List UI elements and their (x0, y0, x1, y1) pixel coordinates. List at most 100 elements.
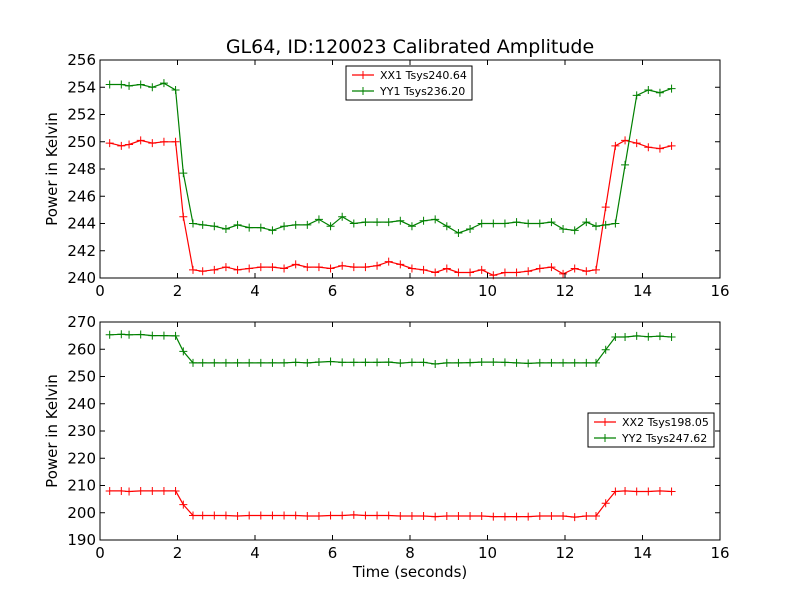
data-point (644, 85, 653, 94)
data-point (148, 139, 157, 148)
data-point (268, 263, 277, 272)
legend-box (587, 412, 715, 448)
data-point (466, 358, 475, 367)
data-point (233, 220, 242, 229)
data-point (500, 512, 509, 521)
data-point (314, 358, 323, 367)
data-point (407, 358, 416, 367)
data-point (221, 263, 230, 272)
data-point (431, 359, 440, 368)
data-point (105, 486, 114, 495)
data-point (655, 144, 664, 153)
y-tick-label: 250 (67, 368, 96, 386)
data-point (198, 220, 207, 229)
data-point (512, 512, 521, 521)
y-tick-label: 230 (67, 422, 96, 440)
data-point (601, 220, 610, 229)
data-point (559, 358, 568, 367)
y-tick-label: 254 (67, 78, 96, 96)
data-point (407, 512, 416, 521)
y-tick-label: 244 (67, 215, 96, 233)
data-point (582, 218, 591, 227)
data-point (221, 511, 230, 520)
data-point (466, 224, 475, 233)
data-point (349, 358, 358, 367)
y-tick-label: 260 (67, 340, 96, 358)
data-point (198, 511, 207, 520)
x-tick-label: 4 (250, 282, 260, 300)
data-point (477, 265, 486, 274)
subplot-1: 0 2 4 6 8 10 12 14 16240242244246248250252254256… (43, 51, 730, 300)
data-point (667, 141, 676, 150)
legend: XX2 Tsys198.05 YY2 Tsys247.62 (587, 412, 715, 448)
data-point (171, 331, 180, 340)
data-point (559, 512, 568, 521)
data-point (361, 358, 370, 367)
data-point (396, 512, 405, 521)
data-point (159, 79, 168, 88)
legend-label: XX1 Tsys240.64 (380, 69, 467, 82)
data-point (489, 358, 498, 367)
plots: 0 2 4 6 8 10 12 14 16240242244246248250252254256… (43, 51, 730, 581)
y-tick-label: 246 (67, 187, 96, 205)
data-point (524, 359, 533, 368)
data-point (256, 358, 265, 367)
data-point (442, 358, 451, 367)
data-point (171, 137, 180, 146)
data-point (303, 358, 312, 367)
data-point (221, 358, 230, 367)
data-point (547, 512, 556, 521)
data-point (667, 84, 676, 93)
data-point (245, 223, 254, 232)
data-point (136, 136, 145, 145)
legend-marker (601, 418, 609, 426)
data-point (189, 511, 197, 520)
series-2 (105, 330, 676, 368)
y-tick-label: 210 (67, 477, 96, 495)
data-point (256, 511, 265, 520)
data-point (396, 216, 405, 225)
chart-title: GL64, ID:120023 Calibrated Amplitude (226, 36, 594, 58)
data-point (117, 330, 126, 339)
data-point (268, 226, 277, 235)
data-point (477, 512, 486, 521)
series-2 (105, 79, 676, 238)
x-tick-label: 8 (405, 544, 415, 562)
data-point (570, 226, 579, 235)
data-point (632, 487, 641, 496)
data-point (291, 358, 300, 367)
data-point (105, 80, 114, 89)
data-point (535, 219, 544, 228)
data-point (611, 332, 620, 341)
legend-label: YY1 Tsys236.20 (379, 85, 465, 98)
data-point (233, 358, 242, 367)
data-point (210, 358, 219, 367)
data-point (431, 268, 440, 277)
x-tick-label: 0 (95, 544, 105, 562)
x-tick-label: 12 (555, 544, 574, 562)
data-point (210, 511, 219, 520)
data-point (466, 512, 475, 521)
data-point (373, 511, 382, 520)
x-tick-label: 4 (250, 544, 260, 562)
data-point (655, 88, 664, 97)
x-tick-label: 12 (555, 282, 574, 300)
data-point (570, 513, 579, 522)
x-tick-label: 6 (328, 282, 338, 300)
x-tick-label: 6 (328, 544, 338, 562)
y-tick-label: 240 (67, 269, 96, 287)
data-point (291, 220, 300, 229)
x-tick-label: 2 (173, 544, 183, 562)
data-point (373, 261, 382, 270)
data-point (644, 487, 653, 496)
data-point (221, 224, 230, 233)
x-tick-label: 16 (710, 282, 729, 300)
data-point (136, 486, 145, 495)
data-point (592, 512, 600, 521)
data-point (280, 511, 289, 520)
data-point (189, 219, 197, 228)
data-point (442, 264, 451, 273)
data-point (396, 359, 405, 368)
data-point (210, 222, 219, 231)
